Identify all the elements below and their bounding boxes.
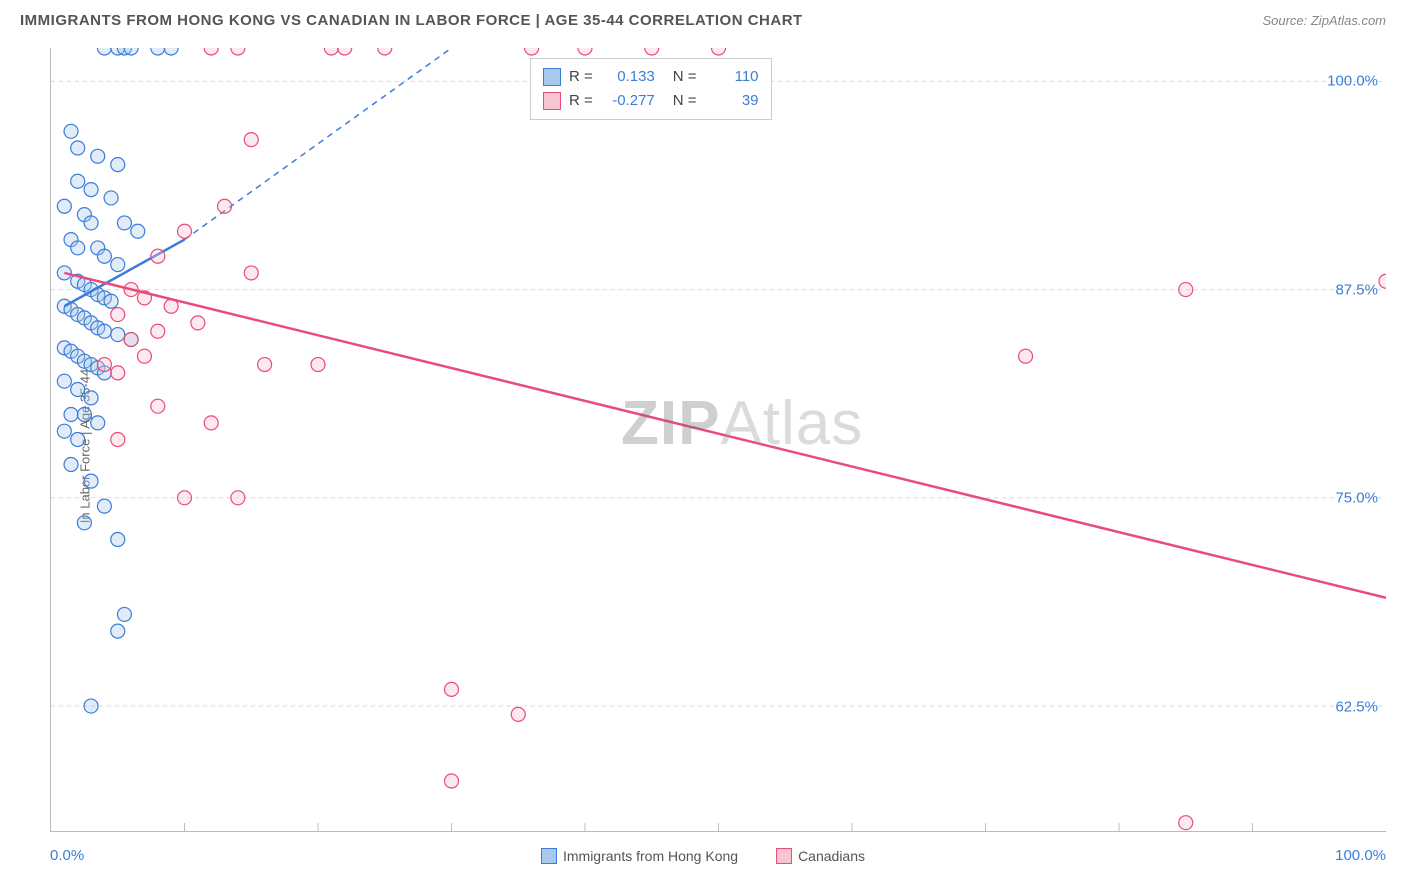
stat-N-value: 39	[705, 89, 759, 113]
correlation-stats-box: R = 0.133 N = 110 R = -0.277 N = 39	[530, 58, 772, 120]
stat-N-label: N =	[673, 89, 697, 113]
y-tick-label: 62.5%	[1335, 698, 1378, 715]
stat-N-value: 110	[705, 65, 759, 89]
legend-item: Immigrants from Hong Kong	[541, 848, 738, 864]
stats-swatch	[543, 92, 561, 110]
y-tick-label: 75.0%	[1335, 490, 1378, 507]
source-attribution: Source: ZipAtlas.com	[1262, 13, 1386, 28]
stat-R-value: 0.133	[601, 65, 655, 89]
legend-label: Canadians	[798, 848, 865, 864]
y-tick-label: 100.0%	[1327, 73, 1378, 90]
scatter-plot-svg	[51, 48, 1386, 831]
chart-header: IMMIGRANTS FROM HONG KONG VS CANADIAN IN…	[0, 0, 1406, 37]
stat-R-label: R =	[569, 89, 593, 113]
stat-R-label: R =	[569, 65, 593, 89]
stat-R-value: -0.277	[601, 89, 655, 113]
legend-swatch	[776, 848, 792, 864]
series-legend: Immigrants from Hong Kong Canadians	[0, 848, 1406, 864]
stats-swatch	[543, 68, 561, 86]
stat-N-label: N =	[673, 65, 697, 89]
chart-title: IMMIGRANTS FROM HONG KONG VS CANADIAN IN…	[20, 12, 803, 29]
stats-row: R = 0.133 N = 110	[543, 65, 759, 89]
stats-row: R = -0.277 N = 39	[543, 89, 759, 113]
chart-plot-area: ZIPAtlas	[50, 48, 1386, 832]
legend-label: Immigrants from Hong Kong	[563, 848, 738, 864]
legend-item: Canadians	[776, 848, 865, 864]
legend-swatch	[541, 848, 557, 864]
y-tick-label: 87.5%	[1335, 281, 1378, 298]
